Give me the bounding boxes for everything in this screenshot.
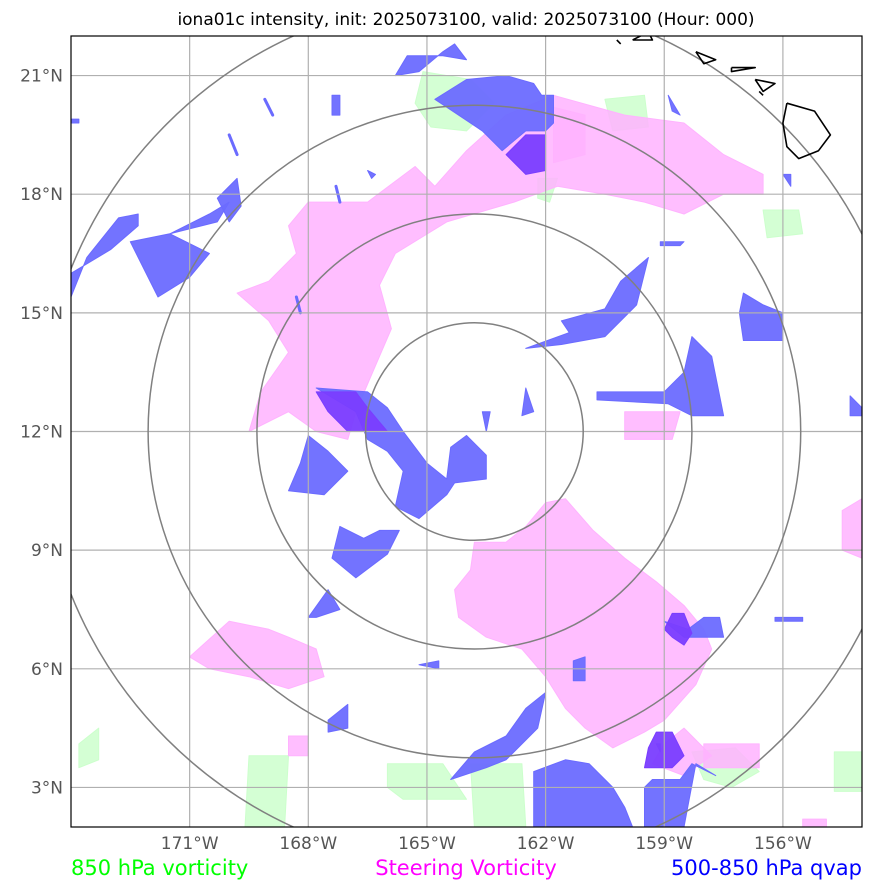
latitude-label: 18°N [20, 185, 63, 205]
qvap-region [434, 75, 554, 152]
qvap-region [418, 660, 440, 670]
vorticity-850-region [244, 755, 289, 827]
legend-qvap: 500-850 hPa qvap [671, 856, 862, 880]
longitude-label: 168°W [279, 834, 337, 854]
steering-vorticity-region [288, 735, 309, 757]
coastline [616, 36, 832, 160]
graticule [71, 36, 862, 827]
steering-vorticity-region [802, 818, 827, 827]
qvap-region [644, 763, 717, 827]
qvap-region [782, 173, 792, 187]
qvap-region [521, 387, 535, 417]
qvap-region [331, 94, 341, 116]
latitude-label: 21°N [20, 67, 63, 87]
plot-title: iona01c intensity, init: 2025073100, val… [177, 10, 754, 30]
vorticity-850-region [470, 763, 527, 827]
qvap-region [533, 759, 634, 827]
latitude-tick-labels: 3°N 6°N 9°N 12°N 15°N 18°N 21°N [20, 67, 63, 799]
steering-vorticity-region [189, 620, 325, 690]
longitude-label: 171°W [161, 834, 219, 854]
qvap-region [367, 170, 376, 179]
qvap-region [263, 97, 275, 117]
range-ring [147, 104, 802, 759]
longitude-label: 159°W [635, 834, 693, 854]
longitude-tick-labels: 171°W 168°W 165°W 162°W 159°W 156°W [161, 834, 812, 854]
legend-850hpa-vorticity: 850 hPa vorticity [71, 856, 248, 880]
qvap-region [129, 201, 230, 298]
steering-vorticity-region [454, 498, 713, 749]
map-plot-area [71, 36, 862, 827]
latitude-label: 3°N [31, 778, 63, 798]
steering-vorticity-region [841, 498, 862, 559]
latitude-label: 15°N [20, 304, 63, 324]
qvap-region [71, 213, 139, 298]
overlap-region [505, 134, 547, 175]
range-ring [364, 321, 584, 542]
steering-vorticity-region [624, 411, 681, 440]
latitude-label: 9°N [31, 541, 63, 561]
hawaii-coastline [782, 102, 832, 160]
qvap-region [849, 395, 862, 417]
qvap-region [227, 133, 239, 157]
qvap-region [331, 525, 400, 579]
qvap-region [394, 43, 467, 77]
qvap-region [525, 257, 649, 349]
longitude-label: 165°W [398, 834, 456, 854]
steering-vorticity-region [703, 743, 760, 769]
qvap-region [216, 177, 242, 223]
qvap-region [71, 118, 80, 124]
legend: 850 hPa vorticity Steering Vorticity 500… [71, 856, 862, 880]
vorticity-850-region [78, 727, 100, 769]
range-rings [71, 36, 862, 827]
range-ring [256, 213, 693, 650]
hawaii-coastline [754, 78, 776, 93]
qvap-region [659, 241, 685, 247]
hawaii-coastline [616, 39, 622, 45]
legend-steering-vorticity: Steering Vorticity [375, 856, 557, 880]
qvap-region [288, 435, 349, 496]
hawaii-coastline [632, 36, 654, 41]
latitude-label: 6°N [31, 660, 63, 680]
vorticity-850-region [833, 751, 862, 792]
qvap-region [596, 336, 725, 417]
plot-frame [70, 35, 863, 828]
hawaii-coastline [758, 90, 764, 96]
qvap-region [667, 94, 681, 116]
hawaii-coastline [695, 51, 717, 65]
latitude-label: 12°N [20, 423, 63, 443]
hawaii-coastline [730, 66, 757, 73]
qvap-region [481, 411, 491, 432]
longitude-label: 156°W [754, 834, 812, 854]
qvap-region [774, 616, 804, 622]
longitude-label: 162°W [517, 834, 575, 854]
qvap-region [315, 387, 487, 519]
